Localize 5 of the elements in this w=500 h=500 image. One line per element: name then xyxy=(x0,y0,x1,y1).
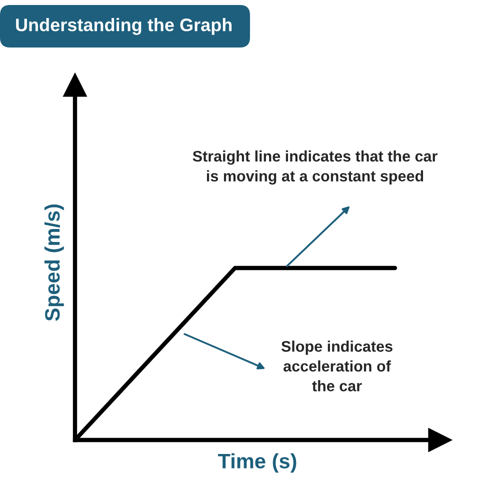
x-axis-title: Time (s) xyxy=(218,453,296,473)
text: Straight line indicates that the car is moving at a constant speed xyxy=(192,150,438,185)
annotation: Slope indicates acceleration of the car xyxy=(281,340,392,392)
y-axis-title: Speed (m/s) xyxy=(44,204,64,321)
chart-title: Understanding the Graph xyxy=(16,18,232,35)
